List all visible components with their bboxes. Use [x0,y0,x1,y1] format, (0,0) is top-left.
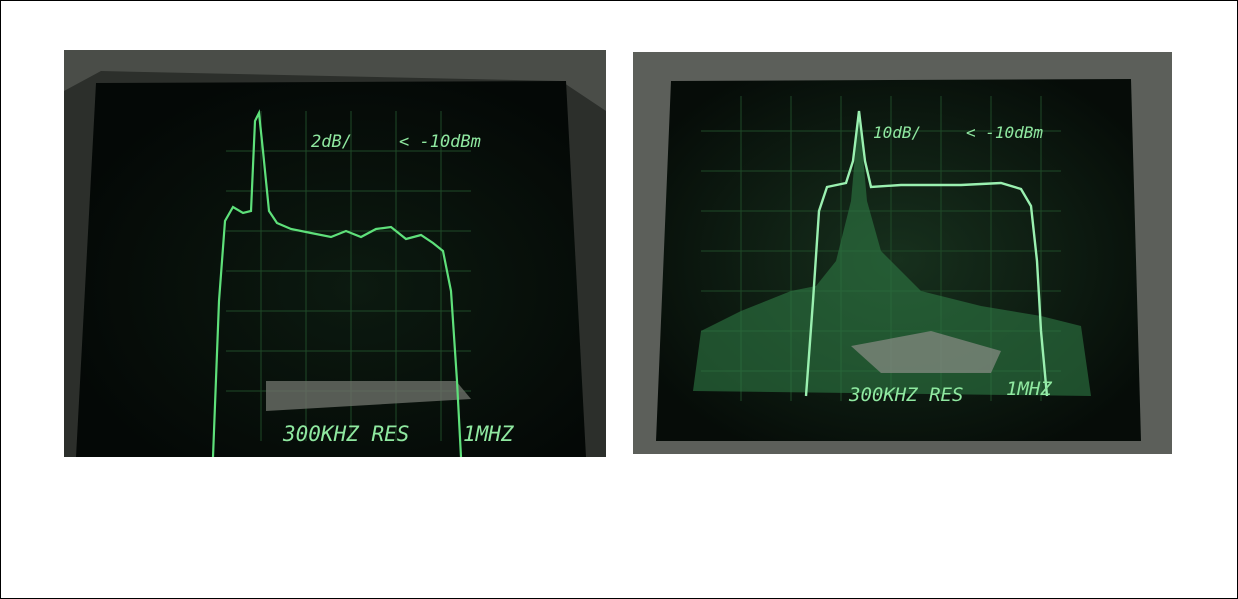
reflection [851,331,1001,373]
reflection [266,381,471,411]
trace [211,109,463,458]
trace [804,110,1049,397]
photo-right: 10dB/ < -10dBm 300KHZ RES 1MHZ [633,52,1172,454]
reference-label: < -10dBm [399,132,481,152]
scale-label: 10dB/ [873,123,921,142]
span-label: 1MHZ [463,422,515,446]
reference-label: < -10dBm [966,123,1043,142]
screen [76,81,586,457]
screen-grid [226,111,471,441]
photo-left: 2dB/ < -10dBm 300KHZ RES 1MHZ [64,50,606,458]
resolution-label: 300KHZ RES [282,422,409,446]
noise-floor [693,111,1091,396]
resolution-label: 300KHZ RES [848,384,963,406]
bezel-highlight [64,50,606,111]
scale-label: 2dB/ [311,132,352,152]
span-label: 1MHZ [1006,378,1052,400]
